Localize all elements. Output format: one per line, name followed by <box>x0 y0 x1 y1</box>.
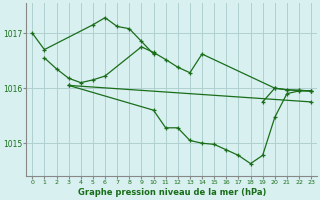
X-axis label: Graphe pression niveau de la mer (hPa): Graphe pression niveau de la mer (hPa) <box>77 188 266 197</box>
